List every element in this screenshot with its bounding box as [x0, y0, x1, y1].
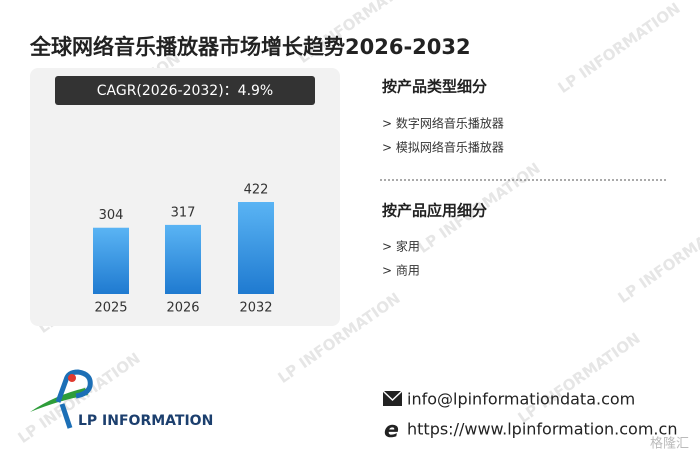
watermark: LP INFORMATION	[15, 349, 144, 447]
watermark: LP INFORMATION	[555, 0, 684, 97]
bar	[93, 227, 129, 294]
watermark: LP INFORMATION	[515, 329, 644, 427]
segment-title: 按产品类型细分	[382, 78, 487, 96]
bar	[238, 202, 274, 294]
x-tick-label: 2025	[94, 301, 127, 316]
watermark: LP INFORMATION	[615, 209, 700, 307]
logo-text: LP INFORMATION	[78, 413, 213, 429]
cagr-box	[55, 76, 315, 105]
website: https://www.lpinformation.com.cn	[407, 420, 677, 439]
chart-title: 全球网络音乐播放器市场增长趋势2026-2032	[29, 35, 471, 59]
x-tick-label: 2026	[166, 301, 199, 316]
x-tick-label: 2032	[239, 301, 272, 316]
segment-title: 按产品应用细分	[382, 202, 487, 220]
value-label: 422	[244, 183, 269, 198]
bar-chart: 304 2025 317 2026 422 2032	[93, 183, 274, 316]
segment-item: > 数字网络音乐播放器	[382, 116, 504, 131]
segment-item: > 模拟网络音乐播放器	[382, 140, 504, 155]
value-label: 304	[99, 208, 124, 223]
logo: LP INFORMATION	[30, 369, 213, 429]
segment-item: > 商用	[382, 263, 420, 278]
web-icon: e	[384, 418, 399, 443]
segment-item: > 家用	[382, 239, 420, 254]
cagr-label: CAGR(2026-2032)：4.9%	[97, 83, 273, 99]
email: info@lpinformationdata.com	[407, 390, 635, 409]
source-mark: 格隆汇	[650, 436, 689, 452]
value-label: 317	[171, 205, 196, 220]
bar	[165, 224, 201, 294]
